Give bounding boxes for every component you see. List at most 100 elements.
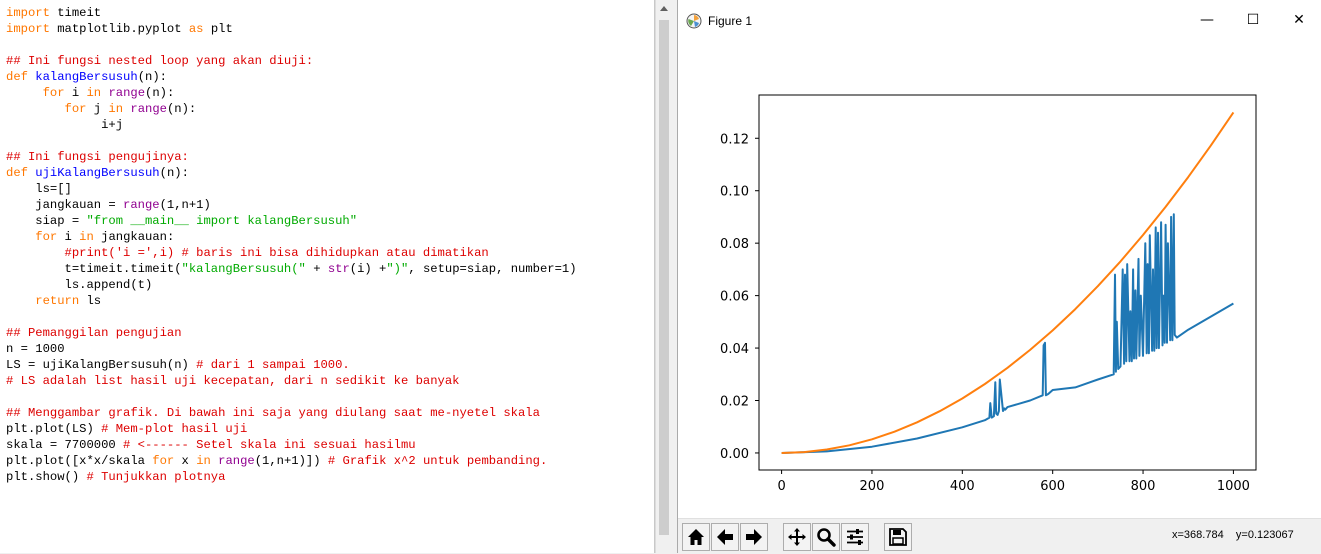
vertical-scrollbar[interactable] xyxy=(655,0,673,553)
forward-button[interactable] xyxy=(740,523,768,551)
code-token: plt.plot(LS) xyxy=(6,422,102,436)
y-tick-label: 0.12 xyxy=(720,132,749,147)
zoom-button[interactable] xyxy=(812,523,840,551)
back-arrow-icon xyxy=(717,529,733,545)
code-token: + xyxy=(305,262,328,276)
code-token: kalangBersusuh xyxy=(35,70,138,84)
code-line: ## Menggambar grafik. Di bawah ini saja … xyxy=(6,405,577,421)
cursor-coordinates: x=368.784 y=0.123067 xyxy=(1172,529,1294,541)
code-line: def ujiKalangBersusuh(n): xyxy=(6,165,577,181)
series-line-0 xyxy=(781,213,1234,454)
y-tick-label: 0.06 xyxy=(720,290,749,305)
x-tick-label: 400 xyxy=(950,479,975,494)
code-token: for xyxy=(42,86,65,100)
home-button[interactable] xyxy=(682,523,710,551)
code-line: LS = ujiKalangBersusuh(n) # dari 1 sampa… xyxy=(6,357,577,373)
code-token: for xyxy=(64,102,87,116)
code-line: import matplotlib.pyplot as plt xyxy=(6,21,577,37)
code-token: in xyxy=(79,230,94,244)
matplotlib-icon xyxy=(686,13,702,29)
code-token: # <------ Setel skala ini sesuai hasilmu xyxy=(123,438,416,452)
code-token: i xyxy=(57,230,80,244)
code-line: plt.show() # Tunjukkan plotnya xyxy=(6,469,577,485)
save-icon xyxy=(889,528,907,546)
figure-window: Figure 1 — ☐ ✕ 0 200 400 600 800 1000 0.00 0.02… xyxy=(677,0,1321,554)
code-token: range xyxy=(108,86,146,100)
code-token: range xyxy=(123,198,160,212)
code-line xyxy=(6,309,577,325)
code-line xyxy=(6,133,577,149)
close-button[interactable]: ✕ xyxy=(1293,12,1305,28)
code-token: (n): xyxy=(137,70,167,84)
code-text[interactable]: import timeit import matplotlib.pyplot as… xyxy=(6,5,577,485)
save-button[interactable] xyxy=(884,523,912,551)
code-token: "kalangBersusuh(" xyxy=(181,262,306,276)
code-token: ## Ini fungsi pengujinya: xyxy=(6,150,189,164)
code-token: jangkauan = xyxy=(6,198,124,212)
code-token: x xyxy=(174,454,197,468)
code-token: # Mem-plot hasil uji xyxy=(101,422,248,436)
code-token: str xyxy=(327,262,350,276)
code-token: def xyxy=(6,70,28,84)
code-line: t=timeit.timeit("kalangBersusuh(" + str(… xyxy=(6,261,577,277)
code-line: plt.plot([x*x/skala for x in range(1,n+1… xyxy=(6,453,577,469)
plot-canvas[interactable]: 0 200 400 600 800 1000 0.00 0.02 0.04 0.06 0.08 0.1… xyxy=(678,42,1321,518)
code-token: (n): xyxy=(159,166,189,180)
title-bar[interactable]: Figure 1 — ☐ ✕ xyxy=(678,0,1321,42)
code-line: jangkauan = range(1,n+1) xyxy=(6,197,577,213)
x-tick-label: 200 xyxy=(860,479,885,494)
y-tick-label: 0.10 xyxy=(720,185,749,200)
y-tick-label: 0.00 xyxy=(720,447,749,462)
x-tick-label: 1000 xyxy=(1217,479,1250,494)
maximize-button[interactable]: ☐ xyxy=(1246,12,1260,28)
code-token: skala = 7700000 xyxy=(6,438,124,452)
code-token: # Grafik x^2 untuk pembanding. xyxy=(327,454,548,468)
code-token: matplotlib.pyplot xyxy=(49,22,189,36)
code-token: "from __main__ import kalangBersusuh" xyxy=(86,214,358,228)
window-title: Figure 1 xyxy=(708,14,753,28)
code-token: plt.show() xyxy=(6,470,87,484)
code-token: siap = xyxy=(6,214,87,228)
line-chart[interactable]: 0 200 400 600 800 1000 0.00 0.02 0.04 0.06 0.08 0.1… xyxy=(678,42,1321,518)
scrollbar-thumb[interactable] xyxy=(659,20,669,535)
code-line xyxy=(6,389,577,405)
code-token: t=timeit.timeit( xyxy=(6,262,182,276)
code-token: (i) + xyxy=(349,262,387,276)
code-token: return xyxy=(35,294,80,308)
pan-button[interactable] xyxy=(783,523,811,551)
code-token: def xyxy=(6,166,28,180)
code-line: ## Pemanggilan pengujian xyxy=(6,325,577,341)
code-token: (1,n+1)]) xyxy=(254,454,328,468)
code-token: i+j xyxy=(6,118,124,132)
forward-arrow-icon xyxy=(746,529,762,545)
code-token: ")" xyxy=(386,262,409,276)
code-token: in xyxy=(86,86,102,100)
code-token: for xyxy=(152,454,175,468)
code-line: # LS adalah list hasil uji kecepatan, da… xyxy=(6,373,577,389)
code-line: for i in range(n): xyxy=(6,85,577,101)
code-token: ls.append(t) xyxy=(6,278,153,292)
code-token: timeit xyxy=(49,6,102,20)
configure-subplots-button[interactable] xyxy=(841,523,869,551)
code-line: siap = "from __main__ import kalangBersu… xyxy=(6,213,577,229)
code-editor[interactable]: import timeit import matplotlib.pyplot as… xyxy=(0,0,655,553)
code-token: i xyxy=(64,86,87,100)
code-token: in xyxy=(108,102,124,116)
code-line: plt.plot(LS) # Mem-plot hasil uji xyxy=(6,421,577,437)
code-token: range xyxy=(130,102,167,116)
code-line: for j in range(n): xyxy=(6,101,577,117)
back-button[interactable] xyxy=(711,523,739,551)
code-line: n = 1000 xyxy=(6,341,577,357)
series-line-1 xyxy=(781,111,1235,454)
code-line xyxy=(6,37,577,53)
code-token: (1,n+1) xyxy=(159,198,211,212)
code-token: n = 1000 xyxy=(6,342,65,356)
code-token: ujiKalangBersusuh xyxy=(35,166,160,180)
axes-frame xyxy=(758,94,1257,471)
code-token: plt xyxy=(203,22,233,36)
scroll-up-icon[interactable] xyxy=(660,6,668,11)
code-line: i+j xyxy=(6,117,577,133)
code-token: # Tunjukkan plotnya xyxy=(86,470,226,484)
minimize-button[interactable]: — xyxy=(1200,12,1214,28)
zoom-icon xyxy=(817,528,836,547)
